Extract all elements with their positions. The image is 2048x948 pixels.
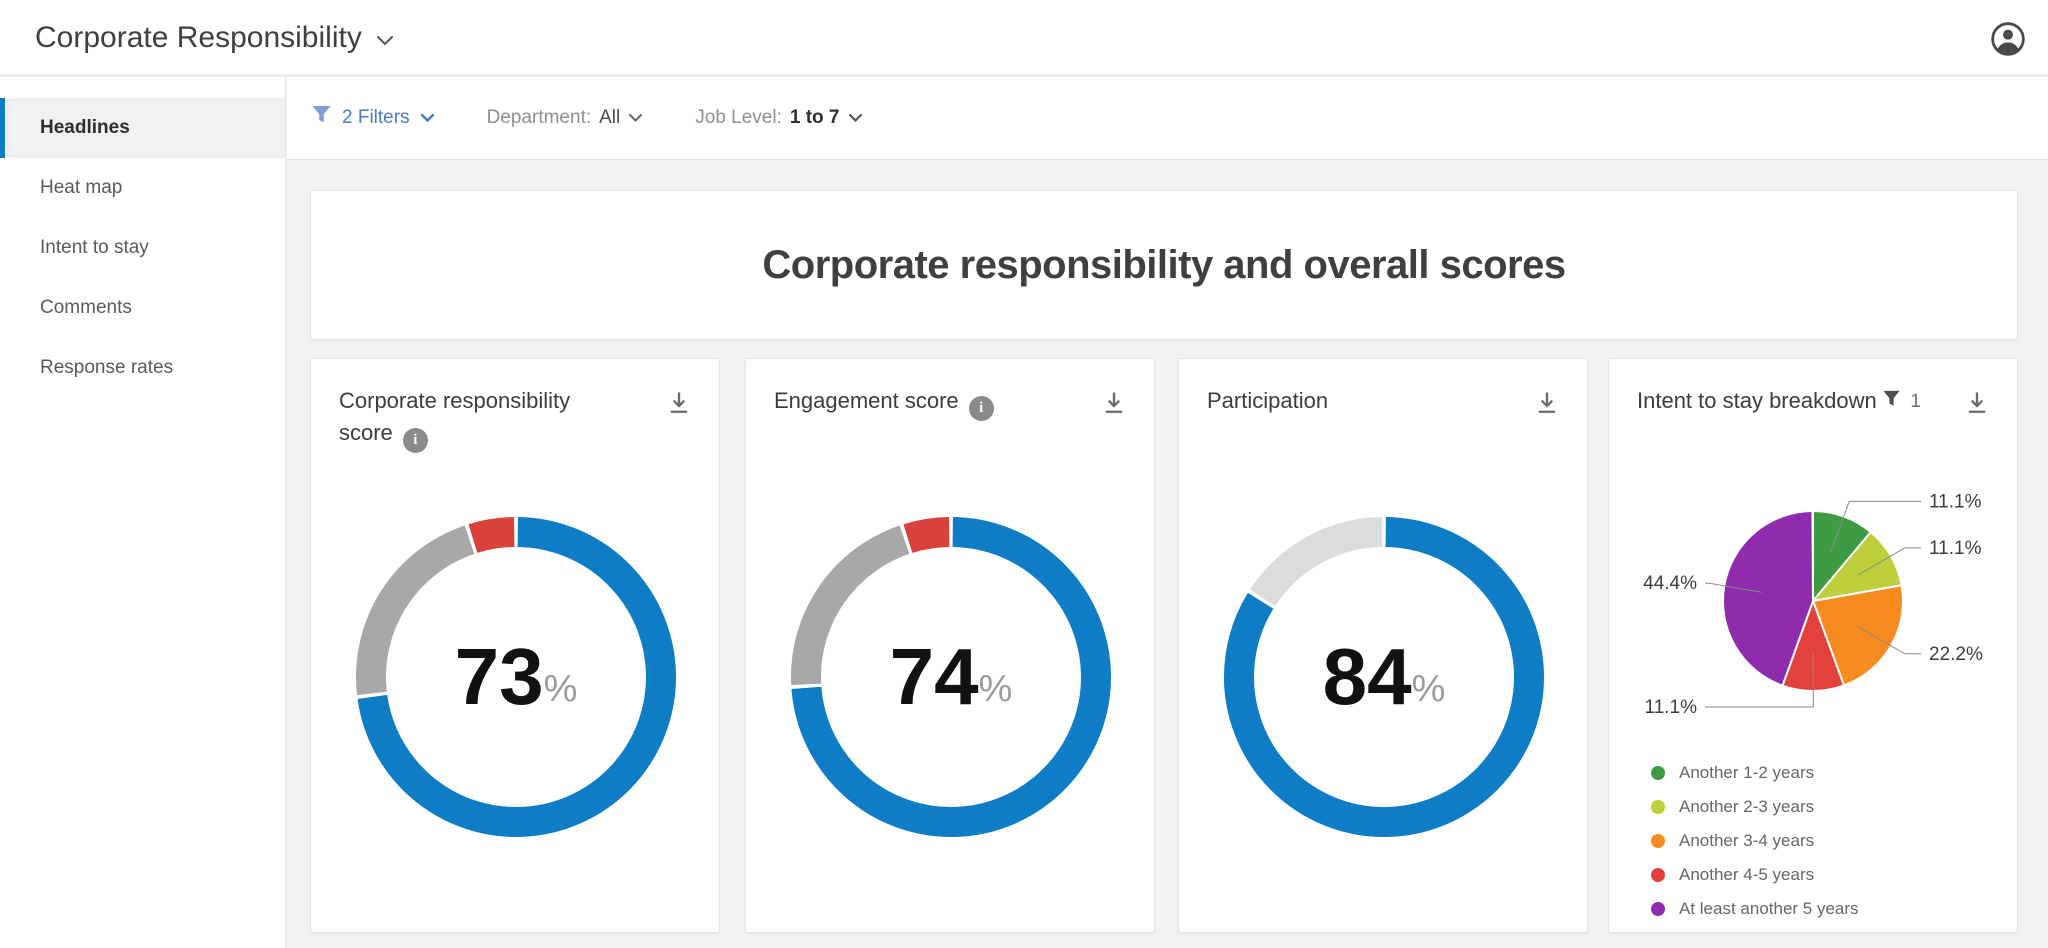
legend-dot: [1651, 766, 1665, 780]
legend-dot: [1651, 868, 1665, 882]
filters-dropdown[interactable]: 2 Filters: [311, 105, 435, 131]
legend-item: Another 4-5 years: [1651, 865, 1859, 885]
sidebar-item-comments[interactable]: Comments: [0, 278, 285, 338]
donut-chart: [1224, 517, 1544, 837]
filter-bar: 2 Filters Department: All Job Level: 1 t…: [287, 77, 2048, 160]
chevron-down-icon: [628, 107, 643, 129]
pie-chart: 11.1% 11.1% 22.2% 11.1% 44.4%: [1643, 491, 1983, 718]
job-level-label: Job Level:: [695, 107, 782, 128]
donut-chart: [356, 517, 676, 837]
card-title: Engagement score i: [746, 359, 1154, 422]
legend-item: Another 1-2 years: [1651, 763, 1859, 783]
department-filter-dropdown[interactable]: Department: All: [487, 107, 644, 129]
chevron-down-icon: [848, 107, 863, 129]
legend-item: Another 2-3 years: [1651, 797, 1859, 817]
chevron-down-icon: [376, 21, 394, 55]
svg-text:22.2%: 22.2%: [1929, 644, 1983, 665]
filter-funnel-icon: [311, 105, 332, 131]
sidebar-item-intent-to-stay[interactable]: Intent to stay: [0, 218, 285, 278]
legend-label: Another 1-2 years: [1679, 763, 1815, 782]
svg-text:11.1%: 11.1%: [1929, 491, 1982, 512]
sidebar-item-label: Comments: [40, 297, 132, 318]
legend-label: At least another 5 years: [1679, 899, 1859, 918]
department-label: Department:: [486, 107, 592, 128]
participation-card: Participation 84 %: [1178, 358, 1588, 933]
page-title: Corporate Responsibility: [35, 20, 362, 54]
sidebar-item-headlines[interactable]: Headlines: [0, 98, 285, 158]
download-icon[interactable]: [1100, 389, 1128, 417]
job-level-filter-dropdown[interactable]: Job Level: 1 to 7: [695, 107, 862, 129]
download-icon[interactable]: [1963, 389, 1991, 417]
card-title-text: Participation: [1207, 388, 1329, 413]
card-title-text: Corporate responsibility score: [339, 388, 571, 445]
department-value: All: [599, 107, 621, 128]
card-title: Corporate responsibility score i: [311, 359, 719, 454]
sidebar-nav: Headlines Heat map Intent to stay Commen…: [0, 77, 286, 948]
download-icon[interactable]: [1533, 389, 1561, 417]
sidebar-item-label: Heat map: [40, 177, 123, 198]
svg-text:44.4%: 44.4%: [1643, 573, 1697, 594]
top-bar: Corporate Responsibility: [0, 0, 2048, 76]
main-content: Corporate responsibility and overall sco…: [287, 160, 2048, 948]
filters-count-label: 2 Filters: [342, 107, 410, 128]
chevron-down-icon: [420, 107, 435, 129]
legend-dot: [1651, 800, 1665, 814]
survey-title-dropdown[interactable]: Corporate Responsibility: [35, 21, 394, 55]
donut-chart: [791, 517, 1111, 837]
legend-item: Another 3-4 years: [1651, 831, 1859, 851]
card-title-text: Intent to stay breakdown: [1637, 388, 1877, 413]
intent-to-stay-breakdown-card: Intent to stay breakdown 1 11.1% 11.1% 22.…: [1608, 358, 2018, 933]
report-heading: Corporate responsibility and overall sco…: [762, 242, 1566, 287]
legend-dot: [1651, 834, 1665, 848]
legend-dot: [1651, 902, 1665, 916]
card-title: Intent to stay breakdown: [1609, 359, 2017, 417]
card-filter-indicator[interactable]: 1: [1882, 390, 1921, 414]
sidebar-item-response-rates[interactable]: Response rates: [0, 338, 285, 398]
sidebar-item-label: Headlines: [40, 117, 130, 138]
sidebar-item-label: Intent to stay: [40, 237, 149, 258]
account-avatar-icon[interactable]: [1988, 19, 2028, 59]
filter-funnel-icon: [1882, 390, 1901, 414]
sidebar-item-heat-map[interactable]: Heat map: [0, 158, 285, 218]
sidebar-item-label: Response rates: [40, 357, 174, 378]
pie-legend: Another 1-2 years Another 2-3 years Anothe…: [1651, 763, 1859, 919]
info-icon[interactable]: i: [402, 428, 428, 454]
legend-label: Another 2-3 years: [1679, 797, 1815, 816]
legend-label: Another 3-4 years: [1679, 831, 1815, 850]
svg-text:11.1%: 11.1%: [1645, 697, 1698, 718]
info-icon[interactable]: i: [968, 396, 994, 422]
legend-label: Another 4-5 years: [1679, 865, 1815, 884]
legend-item: At least another 5 years: [1651, 899, 1859, 919]
card-title: Participation: [1179, 359, 1587, 417]
svg-text:11.1%: 11.1%: [1929, 538, 1982, 559]
report-heading-card: Corporate responsibility and overall sco…: [310, 190, 2018, 340]
card-title-text: Engagement score: [774, 388, 959, 413]
engagement-score-card: Engagement score i 74 %: [745, 358, 1155, 933]
corporate-responsibility-score-card: Corporate responsibility score i 73 %: [310, 358, 720, 933]
download-icon[interactable]: [665, 389, 693, 417]
card-filter-count: 1: [1910, 391, 1921, 412]
job-level-value: 1 to 7: [789, 107, 840, 128]
